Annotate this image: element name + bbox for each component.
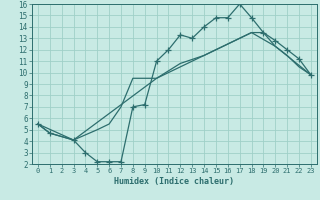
- X-axis label: Humidex (Indice chaleur): Humidex (Indice chaleur): [115, 177, 234, 186]
